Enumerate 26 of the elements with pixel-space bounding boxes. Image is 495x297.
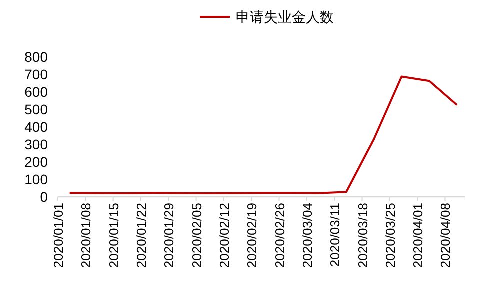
x-tick-label: 2020/03/18	[355, 203, 370, 268]
x-tick-label: 2020/04/08	[438, 203, 454, 268]
y-tick-label: 600	[24, 84, 48, 100]
line-series	[68, 76, 458, 194]
y-tick-label: 0	[40, 189, 48, 205]
x-tick-label: 2020/03/04	[300, 203, 315, 268]
x-tick-label: 2020/01/22	[134, 203, 149, 268]
x-tick-label: 2020/02/05	[189, 203, 204, 268]
x-tick-label: 2020/01/08	[78, 203, 94, 268]
x-tick-label: 2020/02/19	[244, 203, 260, 268]
y-tick-label: 200	[24, 154, 48, 170]
y-tick-label: 400	[24, 119, 48, 135]
x-tick-label: 2020/04/01	[410, 203, 426, 268]
y-tick-label: 100	[24, 172, 48, 188]
y-tick-label: 700	[24, 66, 48, 82]
y-tick-label: 800	[24, 49, 48, 65]
x-tick-label: 2020/01/15	[106, 203, 122, 268]
legend-label: 申请失业金人数	[236, 9, 334, 25]
x-tick-label: 2020/01/01	[51, 203, 66, 268]
x-tick-label: 2020/02/12	[216, 203, 232, 268]
x-tick-label: 2020/03/25	[382, 203, 398, 268]
y-tick-label: 300	[24, 136, 48, 152]
x-tick-label: 2020/01/29	[162, 203, 177, 268]
x-tick-label: 2020/03/11	[328, 203, 343, 268]
x-tick-label: 2020/02/26	[272, 203, 288, 268]
y-tick-label: 500	[24, 102, 48, 118]
